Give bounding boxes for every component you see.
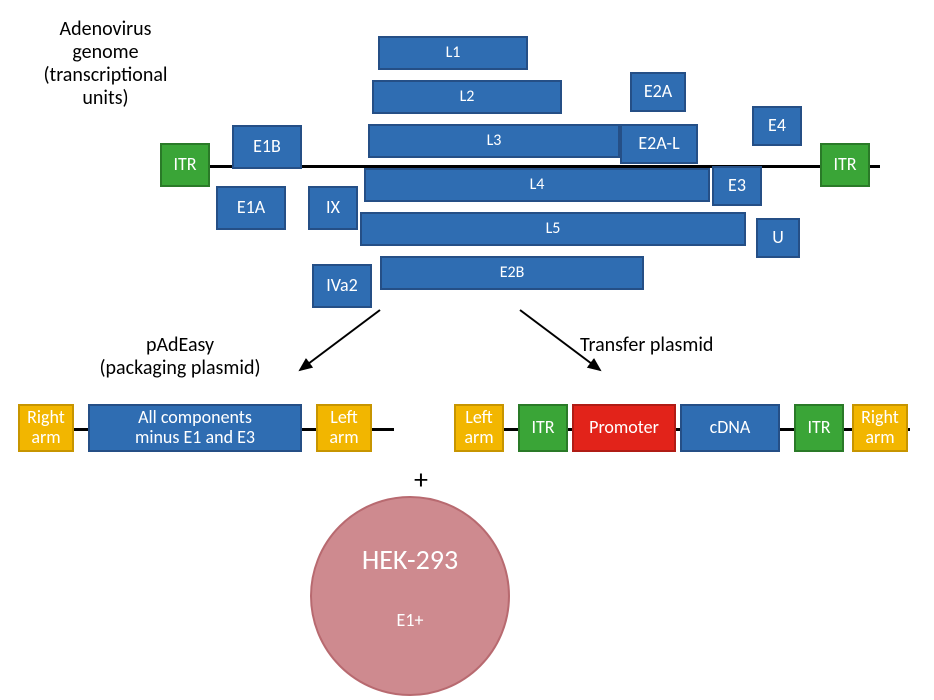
plus-text: + bbox=[414, 462, 428, 497]
cell-sub: E1+ bbox=[397, 609, 424, 631]
genome-box-e3: E3 bbox=[712, 166, 762, 206]
genome-box-ix: IX bbox=[308, 186, 358, 230]
transfer-box-left-arm: Left arm bbox=[454, 404, 504, 452]
genome-box-e3-text: E3 bbox=[728, 176, 746, 196]
padeasy-box-center-text: All components minus E1 and E3 bbox=[135, 408, 255, 448]
genome-box-l3: L3 bbox=[368, 124, 620, 158]
genome-box-itr-right: ITR bbox=[820, 143, 870, 187]
genome-box-u-text: U bbox=[772, 228, 784, 248]
plus-sign: + bbox=[414, 462, 428, 497]
genome-box-u: U bbox=[756, 218, 800, 258]
genome-box-e4: E4 bbox=[752, 106, 802, 146]
genome-box-e2b: E2B bbox=[380, 256, 644, 290]
transfer-box-itr2-text: ITR bbox=[807, 418, 830, 438]
genome-box-l4: L4 bbox=[364, 168, 710, 202]
genome-box-l4-text: L4 bbox=[530, 176, 545, 194]
genome-box-e4-text: E4 bbox=[768, 116, 786, 136]
cell-title: HEK-293 bbox=[362, 542, 458, 577]
transfer-box-left-arm-text: Left arm bbox=[464, 408, 493, 448]
padeasy-box-left-arm-text: Left arm bbox=[329, 408, 358, 448]
genome-box-itr-left-text: ITR bbox=[173, 155, 196, 175]
genome-box-itr-right-text: ITR bbox=[833, 155, 856, 175]
hek293-cell: HEK-293 E1+ bbox=[310, 496, 510, 696]
transfer-box-right-arm-text: Right arm bbox=[861, 408, 899, 448]
genome-box-l5: L5 bbox=[360, 212, 746, 246]
transfer-box-promoter-text: Promoter bbox=[589, 418, 659, 438]
transfer-box-promoter: Promoter bbox=[572, 404, 676, 452]
genome-box-e1a: E1A bbox=[216, 186, 286, 230]
genome-box-l2: L2 bbox=[372, 80, 562, 114]
genome-box-e1a-text: E1A bbox=[237, 198, 265, 218]
transfer-box-right-arm: Right arm bbox=[852, 404, 908, 452]
genome-box-l5-text: L5 bbox=[546, 220, 561, 238]
genome-box-e2b-text: E2B bbox=[500, 264, 525, 282]
genome-box-l2-text: L2 bbox=[460, 88, 475, 106]
arrow-right-line bbox=[520, 310, 600, 370]
genome-box-itr-left: ITR bbox=[160, 143, 210, 187]
genome-box-e2a-text: E2A bbox=[644, 82, 672, 102]
arrow-left-line bbox=[300, 310, 380, 370]
transfer-box-cdna-text: cDNA bbox=[710, 418, 751, 438]
genome-box-l1-text: L1 bbox=[446, 44, 461, 62]
padeasy-box-left-arm: Left arm bbox=[316, 404, 372, 452]
transfer-box-itr1: ITR bbox=[518, 404, 568, 452]
genome-box-iva2-text: IVa2 bbox=[326, 276, 358, 296]
genome-box-e2a-l: E2A-L bbox=[620, 124, 698, 164]
genome-box-e1b-text: E1B bbox=[253, 137, 281, 157]
transfer-box-itr2: ITR bbox=[794, 404, 844, 452]
genome-box-ix-text: IX bbox=[326, 198, 340, 218]
padeasy-box-center: All components minus E1 and E3 bbox=[88, 404, 302, 452]
transfer-box-itr1-text: ITR bbox=[531, 418, 554, 438]
genome-box-l3-text: L3 bbox=[487, 132, 502, 150]
genome-box-e1b: E1B bbox=[232, 125, 302, 169]
transfer-box-cdna: cDNA bbox=[680, 404, 780, 452]
genome-box-e2a-l-text: E2A-L bbox=[638, 134, 679, 154]
genome-box-l1: L1 bbox=[378, 36, 528, 70]
padeasy-box-right-arm-text: Right arm bbox=[27, 408, 65, 448]
padeasy-box-right-arm: Right arm bbox=[18, 404, 74, 452]
genome-box-e2a: E2A bbox=[630, 72, 686, 112]
genome-box-iva2: IVa2 bbox=[312, 264, 372, 308]
